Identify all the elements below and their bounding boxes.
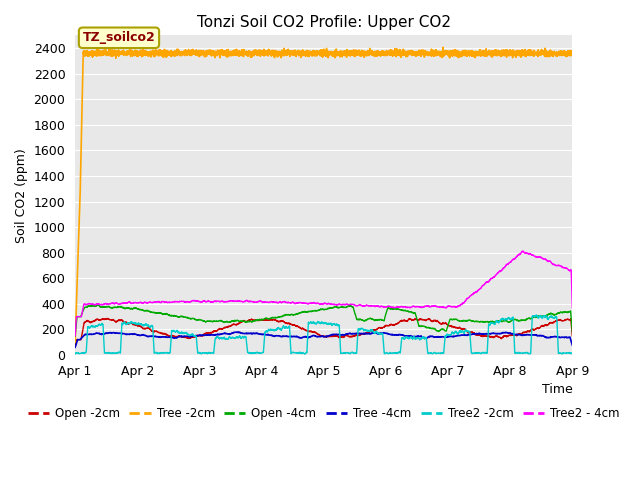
Legend: Open -2cm, Tree -2cm, Open -4cm, Tree -4cm, Tree2 -2cm, Tree2 - 4cm: Open -2cm, Tree -2cm, Open -4cm, Tree -4… [23,402,625,425]
Text: TZ_soilco2: TZ_soilco2 [83,31,156,44]
Title: Tonzi Soil CO2 Profile: Upper CO2: Tonzi Soil CO2 Profile: Upper CO2 [196,15,451,30]
X-axis label: Time: Time [541,384,572,396]
Y-axis label: Soil CO2 (ppm): Soil CO2 (ppm) [15,148,28,242]
